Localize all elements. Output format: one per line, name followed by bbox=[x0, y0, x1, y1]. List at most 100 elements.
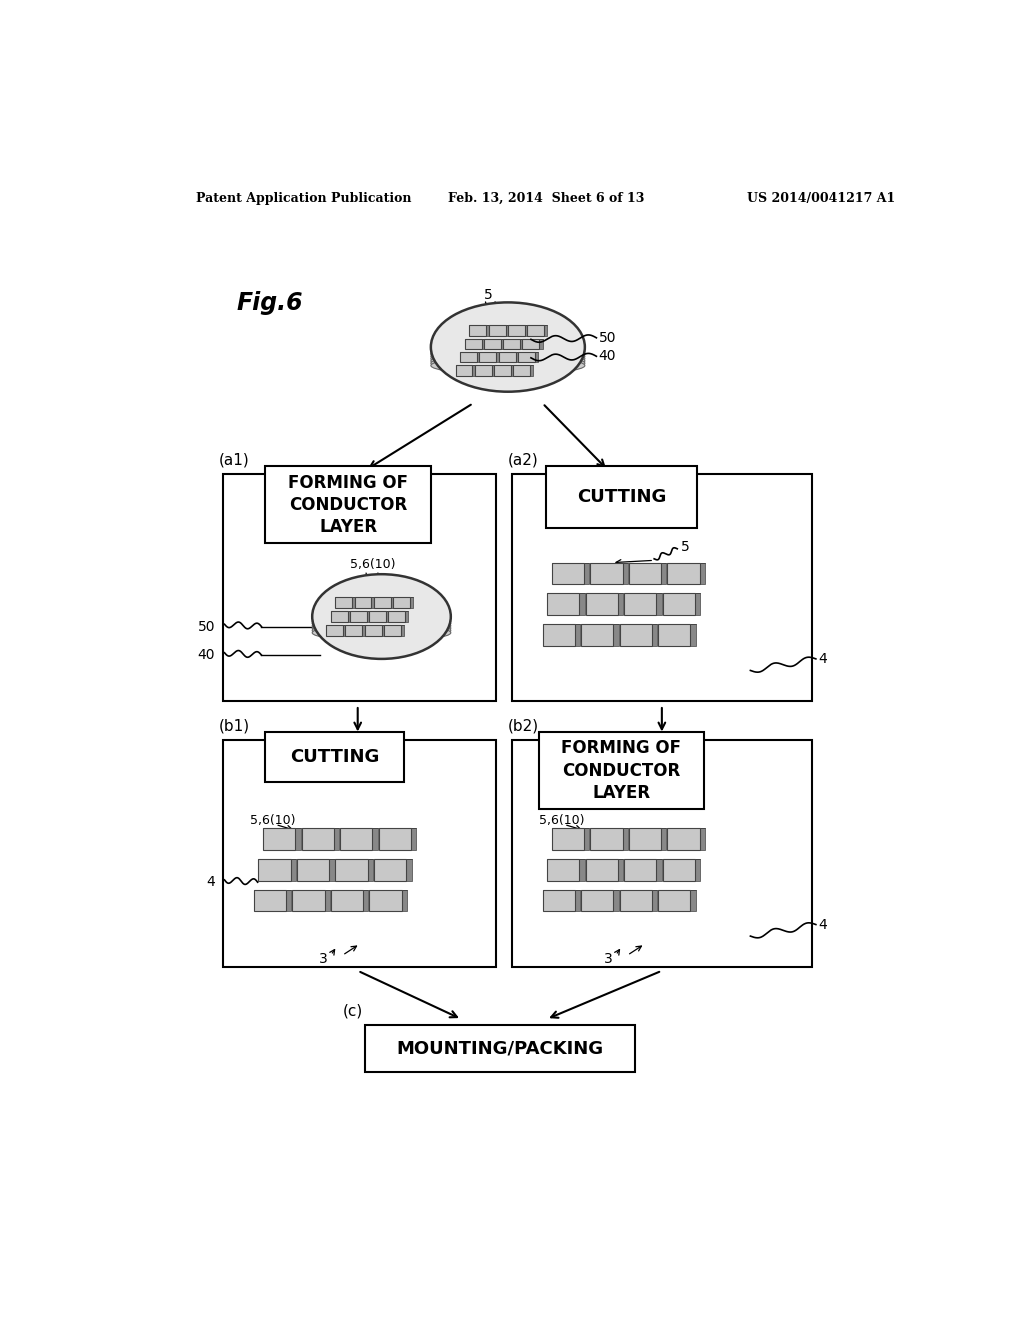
Bar bbox=[547, 859, 580, 880]
Bar bbox=[512, 474, 812, 701]
Bar bbox=[543, 890, 574, 911]
Bar bbox=[581, 890, 613, 911]
Polygon shape bbox=[520, 339, 523, 350]
Bar bbox=[499, 351, 515, 363]
Polygon shape bbox=[580, 859, 585, 880]
Text: 50: 50 bbox=[599, 331, 616, 345]
Polygon shape bbox=[291, 859, 296, 880]
Bar bbox=[460, 351, 477, 363]
Polygon shape bbox=[347, 611, 350, 622]
Ellipse shape bbox=[312, 615, 451, 632]
Bar bbox=[620, 890, 652, 911]
Text: 5,6(10): 5,6(10) bbox=[350, 558, 395, 572]
Bar bbox=[518, 351, 535, 363]
Polygon shape bbox=[617, 594, 624, 615]
Bar bbox=[258, 859, 291, 880]
Text: 40: 40 bbox=[599, 350, 616, 363]
Polygon shape bbox=[295, 829, 301, 850]
Polygon shape bbox=[623, 562, 628, 585]
Text: Fig.6: Fig.6 bbox=[237, 292, 303, 315]
Bar bbox=[539, 733, 705, 809]
Polygon shape bbox=[406, 611, 409, 622]
Bar bbox=[365, 626, 382, 636]
Bar bbox=[297, 859, 330, 880]
Bar bbox=[552, 829, 584, 850]
Bar bbox=[388, 611, 406, 622]
Bar bbox=[663, 859, 695, 880]
Polygon shape bbox=[699, 562, 705, 585]
Polygon shape bbox=[364, 890, 369, 911]
Ellipse shape bbox=[312, 610, 451, 627]
Polygon shape bbox=[580, 594, 585, 615]
Bar bbox=[508, 326, 525, 337]
Bar bbox=[379, 829, 411, 850]
Polygon shape bbox=[492, 364, 495, 376]
Ellipse shape bbox=[312, 612, 451, 630]
Polygon shape bbox=[368, 859, 373, 880]
Bar bbox=[543, 624, 574, 645]
Ellipse shape bbox=[431, 347, 585, 366]
Bar bbox=[586, 859, 617, 880]
Polygon shape bbox=[362, 626, 366, 636]
Polygon shape bbox=[330, 859, 335, 880]
Bar bbox=[629, 562, 662, 585]
Polygon shape bbox=[574, 624, 581, 645]
Text: FORMING OF
CONDUCTOR
LAYER: FORMING OF CONDUCTOR LAYER bbox=[561, 739, 681, 801]
Bar bbox=[629, 829, 662, 850]
Text: CUTTING: CUTTING bbox=[577, 488, 667, 506]
Ellipse shape bbox=[312, 618, 451, 635]
Bar bbox=[340, 829, 373, 850]
Text: 5: 5 bbox=[484, 288, 493, 302]
Text: CUTTING: CUTTING bbox=[290, 748, 379, 766]
Bar bbox=[331, 890, 364, 911]
Polygon shape bbox=[477, 351, 480, 363]
Bar bbox=[366, 1024, 635, 1072]
Text: 5,6(10): 5,6(10) bbox=[250, 814, 295, 828]
Bar bbox=[331, 611, 347, 622]
Bar bbox=[590, 562, 623, 585]
Polygon shape bbox=[662, 829, 667, 850]
Bar bbox=[547, 466, 696, 528]
Bar bbox=[658, 890, 690, 911]
Bar bbox=[370, 890, 401, 911]
Ellipse shape bbox=[431, 350, 585, 367]
Polygon shape bbox=[411, 829, 416, 850]
Text: 5: 5 bbox=[681, 540, 690, 554]
Polygon shape bbox=[407, 859, 412, 880]
Text: 4: 4 bbox=[818, 652, 827, 665]
Bar bbox=[301, 829, 334, 850]
Bar bbox=[625, 859, 656, 880]
Polygon shape bbox=[486, 326, 489, 337]
Bar bbox=[265, 466, 431, 544]
Text: Feb. 13, 2014  Sheet 6 of 13: Feb. 13, 2014 Sheet 6 of 13 bbox=[447, 191, 644, 205]
Bar bbox=[475, 364, 492, 376]
Bar bbox=[586, 594, 617, 615]
Bar bbox=[370, 611, 386, 622]
Polygon shape bbox=[506, 326, 509, 337]
Ellipse shape bbox=[431, 302, 585, 392]
Ellipse shape bbox=[312, 574, 451, 659]
Polygon shape bbox=[334, 829, 339, 850]
Bar bbox=[513, 364, 530, 376]
Polygon shape bbox=[574, 890, 581, 911]
Bar bbox=[345, 626, 362, 636]
Polygon shape bbox=[690, 624, 695, 645]
Polygon shape bbox=[584, 829, 590, 850]
Text: Patent Application Publication: Patent Application Publication bbox=[196, 191, 412, 205]
Bar bbox=[663, 594, 695, 615]
Bar bbox=[354, 598, 372, 609]
Bar bbox=[527, 326, 544, 337]
Text: (a2): (a2) bbox=[508, 453, 539, 467]
Polygon shape bbox=[656, 594, 662, 615]
Ellipse shape bbox=[431, 356, 585, 375]
Ellipse shape bbox=[431, 343, 585, 360]
Polygon shape bbox=[410, 598, 413, 609]
Bar bbox=[547, 594, 580, 615]
Text: 50: 50 bbox=[198, 619, 215, 634]
Bar bbox=[522, 339, 540, 350]
Polygon shape bbox=[391, 598, 394, 609]
Bar bbox=[335, 598, 352, 609]
Ellipse shape bbox=[312, 622, 451, 639]
Bar bbox=[590, 829, 623, 850]
Bar bbox=[374, 859, 407, 880]
